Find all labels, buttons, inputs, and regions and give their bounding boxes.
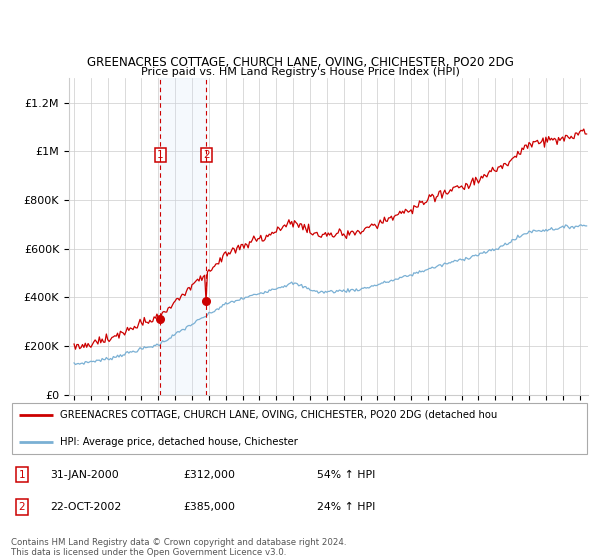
Text: £385,000: £385,000 — [184, 502, 236, 512]
Bar — [160, 78, 206, 395]
Text: 54% ↑ HPI: 54% ↑ HPI — [317, 470, 376, 480]
Text: HPI: Average price, detached house, Chichester: HPI: Average price, detached house, Chic… — [60, 437, 298, 447]
Text: GREENACRES COTTAGE, CHURCH LANE, OVING, CHICHESTER, PO20 2DG (detached hou: GREENACRES COTTAGE, CHURCH LANE, OVING, … — [60, 410, 497, 420]
Text: 1: 1 — [157, 150, 164, 160]
Text: 2: 2 — [203, 150, 210, 160]
Text: GREENACRES COTTAGE, CHURCH LANE, OVING, CHICHESTER, PO20 2DG: GREENACRES COTTAGE, CHURCH LANE, OVING, … — [86, 56, 514, 69]
Text: 2: 2 — [19, 502, 25, 512]
FancyBboxPatch shape — [12, 403, 587, 454]
Text: 22-OCT-2002: 22-OCT-2002 — [50, 502, 121, 512]
Text: 24% ↑ HPI: 24% ↑ HPI — [317, 502, 376, 512]
Text: 1: 1 — [19, 470, 25, 480]
Text: £312,000: £312,000 — [184, 470, 236, 480]
Text: Price paid vs. HM Land Registry's House Price Index (HPI): Price paid vs. HM Land Registry's House … — [140, 67, 460, 77]
Text: 31-JAN-2000: 31-JAN-2000 — [50, 470, 118, 480]
Text: Contains HM Land Registry data © Crown copyright and database right 2024.
This d: Contains HM Land Registry data © Crown c… — [11, 538, 346, 557]
